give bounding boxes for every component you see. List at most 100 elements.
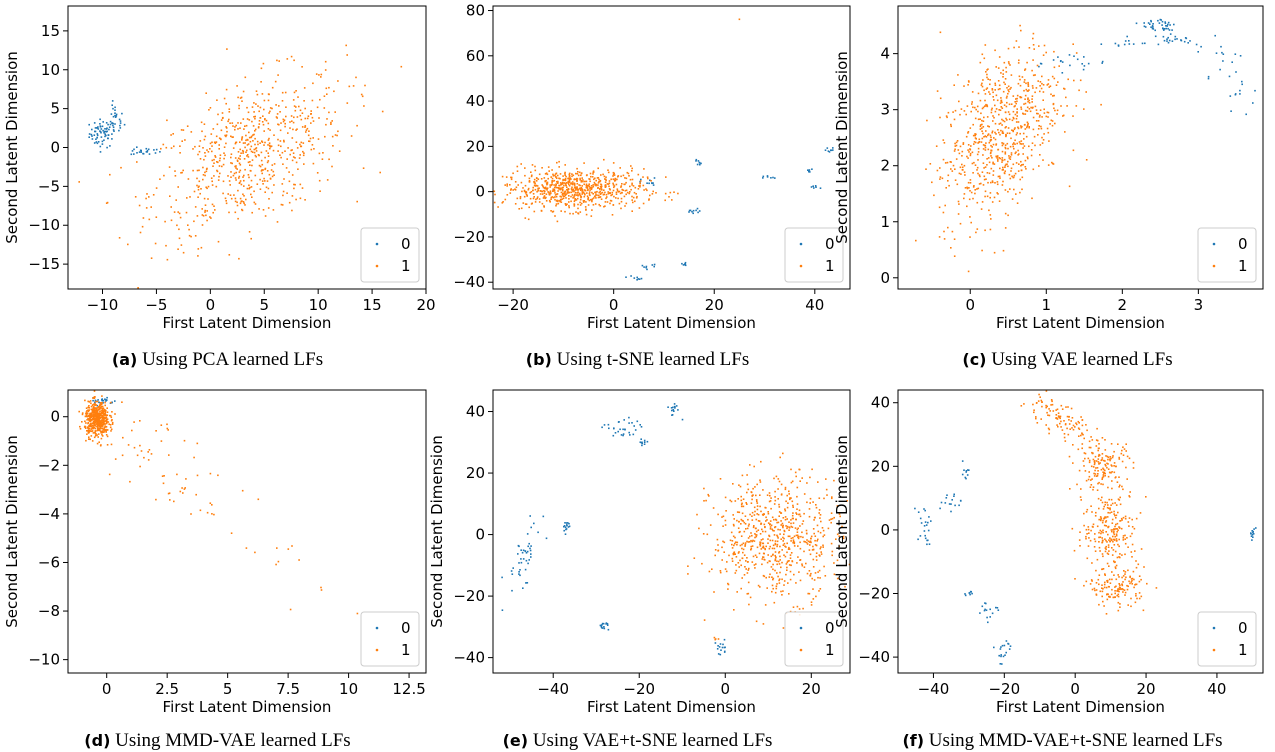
point-class-1	[929, 163, 932, 165]
point-class-1	[108, 423, 110, 425]
point-class-1	[788, 526, 790, 528]
point-class-1	[1126, 588, 1129, 591]
point-class-1	[1102, 483, 1104, 486]
point-class-1	[796, 513, 798, 515]
point-class-1	[155, 498, 157, 501]
point-class-1	[1008, 157, 1011, 159]
x-tick-label: 20	[416, 296, 435, 314]
point-class-1	[1040, 127, 1043, 130]
point-class-1	[801, 531, 803, 534]
point-class-1	[1075, 52, 1078, 54]
point-class-1	[724, 524, 727, 526]
point-class-0	[94, 399, 97, 402]
point-class-1	[579, 179, 581, 181]
point-class-1	[568, 198, 570, 200]
point-class-1	[245, 139, 247, 142]
point-class-0	[641, 442, 643, 445]
point-class-1	[613, 178, 615, 181]
point-class-1	[815, 595, 817, 598]
point-class-1	[791, 526, 794, 528]
point-class-1	[307, 134, 310, 137]
point-class-1	[1024, 166, 1027, 168]
point-class-1	[1089, 486, 1092, 488]
point-class-0	[113, 130, 115, 132]
point-class-1	[961, 155, 963, 157]
point-class-1	[102, 417, 104, 420]
point-class-1	[321, 158, 324, 160]
point-class-1	[790, 564, 792, 567]
point-class-1	[593, 181, 596, 184]
point-class-1	[554, 198, 556, 201]
point-class-1	[1021, 176, 1024, 179]
point-class-1	[780, 520, 782, 522]
point-class-1	[789, 557, 792, 559]
point-class-1	[251, 159, 254, 161]
point-class-1	[603, 193, 605, 196]
point-class-1	[757, 513, 760, 516]
legend-marker-1	[1212, 264, 1216, 268]
point-class-0	[622, 433, 625, 435]
point-class-0	[1159, 18, 1162, 21]
point-class-1	[1145, 496, 1147, 498]
point-class-1	[1068, 416, 1070, 418]
point-class-1	[267, 144, 269, 146]
point-class-1	[257, 105, 259, 107]
point-class-1	[246, 154, 249, 156]
point-class-1	[312, 120, 315, 122]
point-class-1	[1008, 90, 1010, 93]
point-class-1	[1037, 128, 1040, 130]
point-class-1	[155, 430, 157, 432]
point-class-1	[1104, 474, 1106, 477]
point-class-1	[91, 410, 94, 412]
point-class-1	[1004, 147, 1007, 150]
point-class-1	[755, 563, 757, 565]
point-class-1	[533, 210, 536, 213]
point-class-1	[236, 204, 239, 207]
point-class-1	[97, 428, 99, 430]
point-class-0	[525, 559, 528, 562]
point-class-0	[1252, 531, 1254, 534]
point-class-1	[197, 186, 200, 188]
point-class-1	[1112, 532, 1115, 534]
point-class-1	[748, 523, 750, 526]
point-class-1	[765, 520, 767, 522]
point-class-1	[631, 195, 633, 198]
point-class-1	[999, 122, 1002, 125]
point-class-1	[1015, 98, 1017, 100]
point-class-1	[181, 140, 183, 142]
point-class-0	[606, 623, 609, 625]
point-class-1	[536, 185, 539, 187]
point-class-1	[1102, 588, 1104, 590]
point-class-1	[825, 478, 827, 480]
point-class-1	[559, 187, 561, 189]
point-class-1	[94, 413, 97, 416]
point-class-1	[102, 407, 105, 410]
point-class-1	[1042, 99, 1044, 101]
point-class-1	[767, 542, 769, 544]
point-class-1	[591, 191, 593, 194]
point-class-0	[1128, 40, 1130, 42]
point-class-1	[562, 179, 564, 182]
point-class-1	[208, 109, 210, 111]
point-class-1	[926, 119, 928, 122]
point-class-1	[206, 219, 208, 222]
point-class-0	[993, 646, 995, 649]
point-class-1	[1104, 516, 1106, 518]
point-class-0	[501, 576, 503, 579]
point-class-1	[997, 88, 1000, 91]
point-class-1	[1034, 144, 1036, 147]
point-class-1	[331, 165, 333, 168]
point-class-1	[1138, 597, 1141, 600]
point-class-1	[234, 128, 236, 131]
point-class-1	[1115, 538, 1118, 540]
point-class-1	[93, 390, 96, 392]
point-class-1	[648, 199, 650, 201]
point-class-1	[264, 215, 267, 217]
point-class-1	[745, 568, 747, 570]
point-class-1	[1108, 596, 1111, 598]
point-class-0	[522, 587, 524, 589]
point-class-0	[985, 609, 988, 611]
point-class-1	[541, 167, 543, 169]
point-class-1	[134, 196, 137, 198]
point-class-1	[769, 520, 772, 522]
